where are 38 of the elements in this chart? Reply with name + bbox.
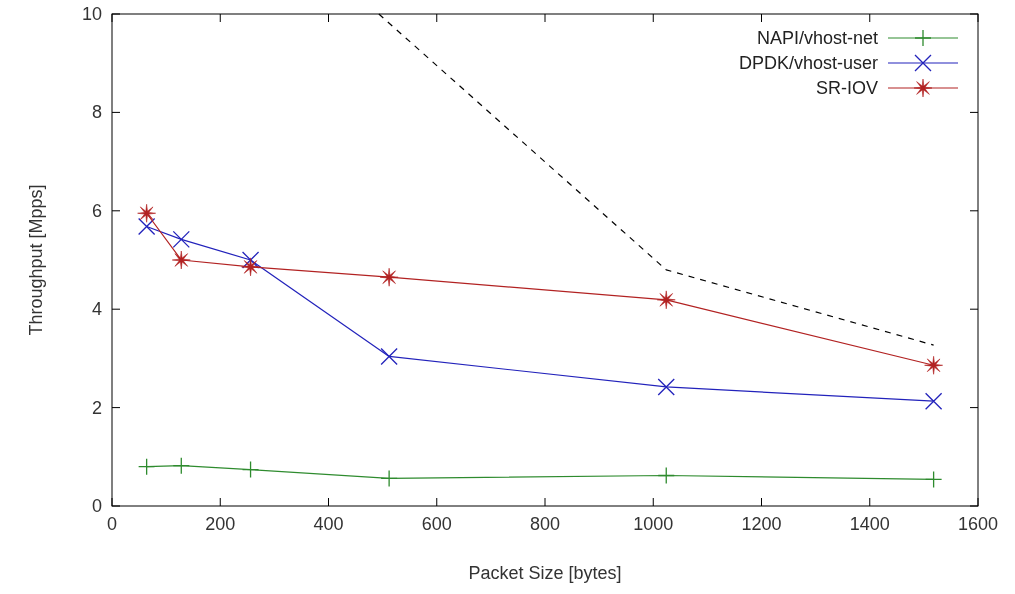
point [137,217,156,236]
y-tick-label: 4 [91,299,102,320]
x-tick-label: 1000 [633,514,674,534]
x-axis-title: Packet Size [bytes] [468,563,622,583]
legend-label: SR-IOV [815,78,878,98]
x-tick-label: 1400 [849,514,890,534]
y-tick-label: 10 [81,4,102,24]
y-tick-label: 6 [91,200,102,221]
point [656,290,676,310]
x-tick-label: 600 [421,514,452,534]
point [241,257,260,277]
point [380,347,398,366]
y-tick-label: 0 [91,496,102,516]
x-tick-label: 400 [313,514,344,534]
y-axis-title: Throughput [Mpps] [26,184,46,336]
point [172,230,190,248]
point [172,457,190,475]
point [241,460,260,479]
point [924,470,943,489]
x-tick-label: 200 [205,514,236,534]
x-tick-label: 1600 [957,514,999,534]
point [924,392,943,410]
y-tick-label: 2 [91,397,102,418]
x-tick-label: 0 [106,514,118,534]
point [657,466,675,485]
x-tick-label: 800 [529,514,561,534]
legend-label: NAPI/vhost-net [756,28,878,48]
legend-label: DPDK/vhost-user [738,53,878,73]
point [379,267,399,287]
x-tick-label: 1200 [741,514,782,534]
point [137,203,156,223]
point [924,355,943,375]
point [241,251,260,269]
point [380,469,398,488]
y-tick-label: 8 [91,102,102,123]
point [657,378,675,396]
point [171,250,191,270]
point [137,457,156,476]
